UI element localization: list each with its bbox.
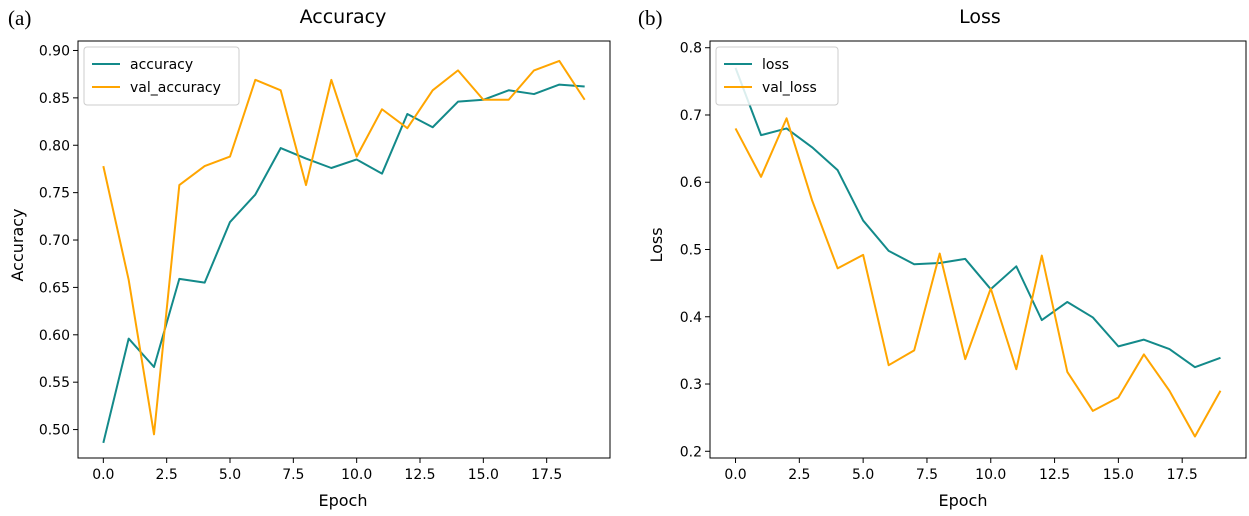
accuracy-y-tick-label: 0.75 [39,186,70,202]
accuracy-y-tick-label: 0.65 [39,280,70,296]
accuracy-chart-title: Accuracy [300,6,387,28]
loss-y-tick-label: 0.3 [680,377,702,393]
loss-legend-label-loss: loss [762,57,789,73]
accuracy-x-tick-label: 12.5 [404,467,435,483]
loss-y-tick-label: 0.8 [680,41,702,57]
accuracy-plot-frame [77,40,611,459]
loss-x-tick-label: 15.0 [1103,467,1134,483]
accuracy-x-tick-label: 7.5 [282,467,304,483]
loss-x-tick-label: 7.5 [916,467,938,483]
accuracy-x-tick-label: 5.0 [219,467,241,483]
loss-legend-box [715,46,839,106]
accuracy-legend-label-val-accuracy: val_accuracy [130,80,221,96]
loss-x-tick-label: 0.0 [724,467,746,483]
loss-x-axis-label: Epoch [939,491,988,510]
accuracy-y-tick-label: 0.60 [39,328,70,344]
accuracy-legend: accuracy val_accuracy [83,46,240,106]
accuracy-legend-label-accuracy: accuracy [130,57,193,73]
accuracy-series-line-accuracy [102,83,585,444]
accuracy-y-tick-label: 0.85 [39,91,70,107]
loss-y-tick-label: 0.6 [680,175,702,191]
accuracy-y-tick-label: 0.55 [39,375,70,391]
loss-y-tick-label: 0.4 [680,310,702,326]
accuracy-x-tick-label: 17.5 [531,467,562,483]
accuracy-y-tick-label: 0.50 [39,423,70,439]
accuracy-x-tick-label: 15.0 [468,467,499,483]
loss-x-tick-label: 12.5 [1039,467,1070,483]
loss-x-tick-label: 10.0 [975,467,1006,483]
loss-x-tick-label: 17.5 [1167,467,1198,483]
accuracy-y-tick-label: 0.90 [39,43,70,59]
accuracy-y-tick-label: 0.70 [39,233,70,249]
accuracy-x-tick-label: 10.0 [341,467,372,483]
accuracy-x-axis-label: Epoch [319,491,368,510]
loss-y-tick-label: 0.5 [680,243,702,259]
accuracy-y-axis-label: Accuracy [8,208,27,281]
loss-series-line-val-loss [734,117,1222,438]
accuracy-chart: Accuracy Epoch Accuracy 0.0 2.5 5.0 7.5 10.0… [8,6,611,510]
accuracy-y-tick-label: 0.80 [39,138,70,154]
loss-y-axis-label: Loss [647,227,666,262]
accuracy-series-line-val-accuracy [102,59,586,436]
loss-legend-label-val-loss: val_loss [762,80,817,96]
accuracy-x-tick-label: 2.5 [156,467,178,483]
loss-chart: Loss Epoch Loss 0.0 2.5 5.0 7.5 10.0 12.5 15.0… [647,6,1247,510]
panel-label-b: (b) [638,6,663,30]
loss-x-tick-label: 5.0 [852,467,874,483]
accuracy-legend-box [83,46,240,106]
loss-series-line-loss [734,67,1221,369]
loss-legend: loss val_loss [715,46,839,106]
panel-label-a: (a) [8,6,31,30]
accuracy-x-tick-label: 0.0 [92,467,114,483]
loss-y-tick-label: 0.2 [680,444,702,460]
loss-y-tick-label: 0.7 [680,108,702,124]
loss-x-tick-label: 2.5 [788,467,810,483]
loss-chart-title: Loss [959,6,1001,28]
